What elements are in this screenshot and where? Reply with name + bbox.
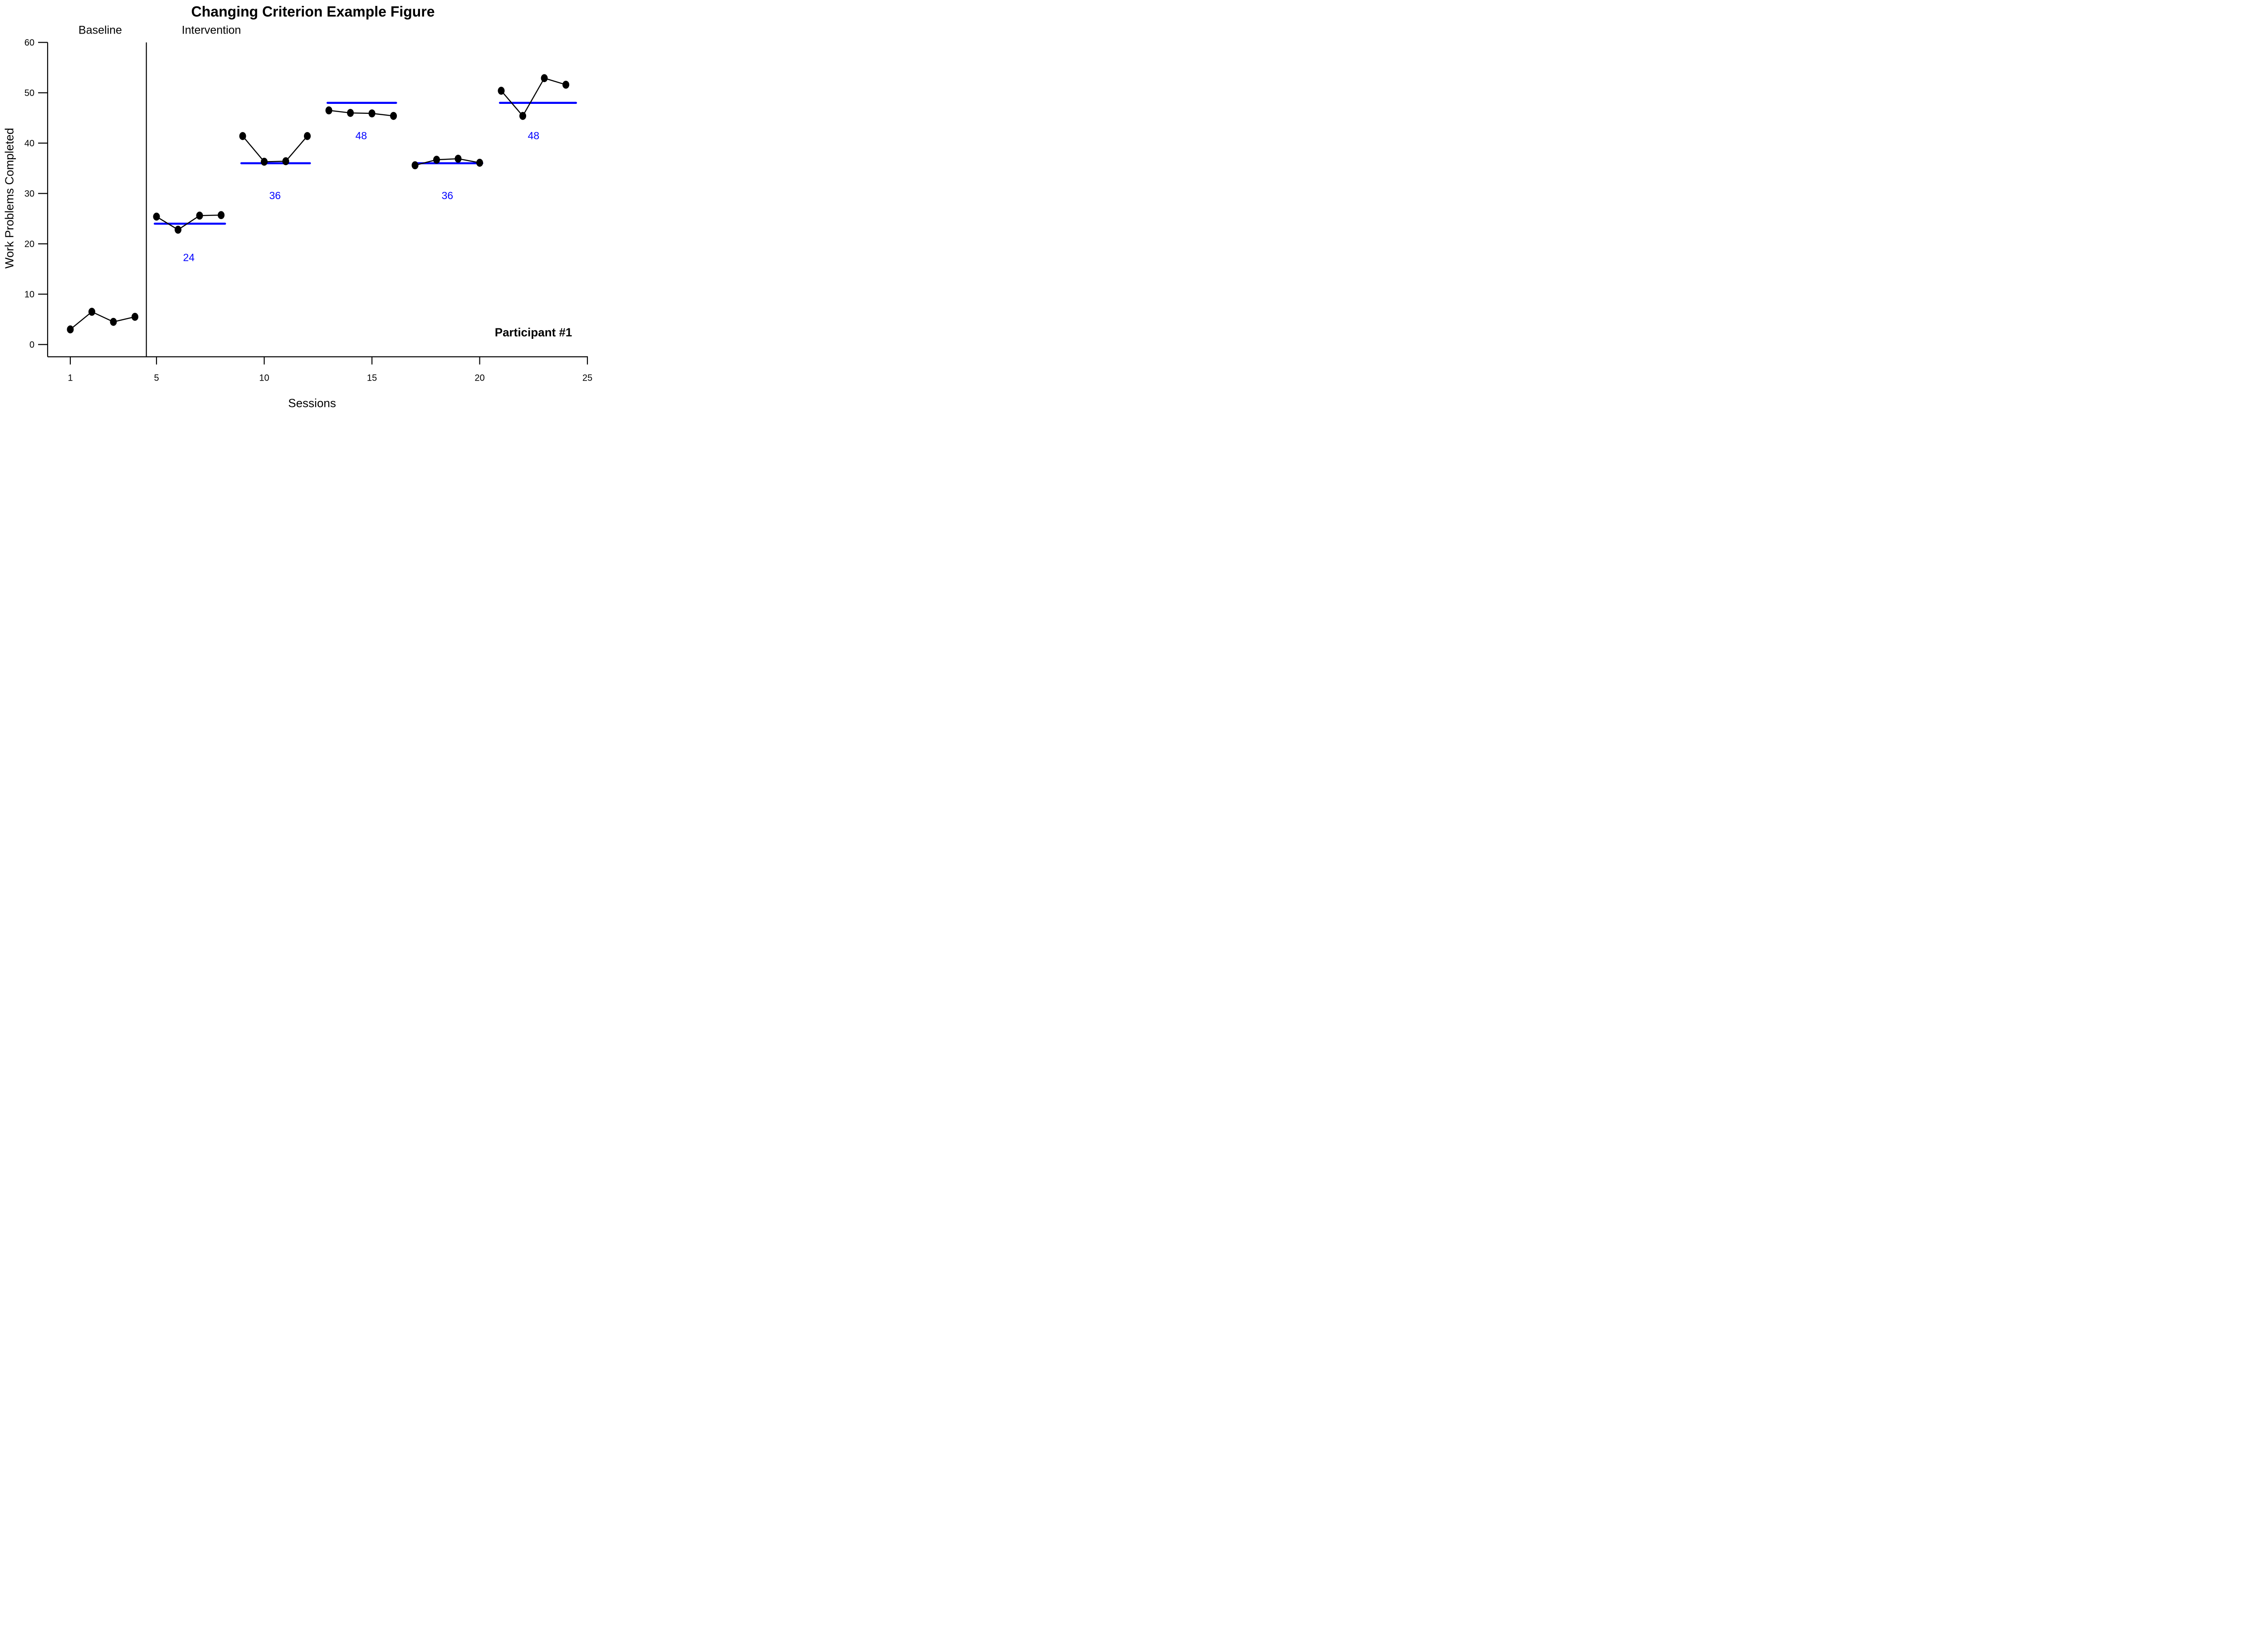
- data-point-session-22: [519, 112, 526, 120]
- chart-title: Changing Criterion Example Figure: [191, 3, 435, 20]
- data-series-phase5: [501, 77, 566, 117]
- y-tick-label-20: 20: [24, 240, 34, 249]
- data-series-phase0: [70, 311, 135, 330]
- x-axis-title: Sessions: [288, 396, 336, 409]
- phase-label-intervention: Intervention: [181, 24, 241, 37]
- x-tick-label-1: 1: [68, 373, 73, 383]
- data-point-session-3: [110, 318, 117, 326]
- data-point-session-21: [498, 87, 505, 95]
- y-tick-label-10: 10: [24, 290, 34, 300]
- data-point-session-10: [261, 157, 268, 166]
- y-tick-label-50: 50: [24, 88, 34, 98]
- y-tick-label-40: 40: [24, 139, 34, 149]
- data-point-session-19: [455, 155, 462, 163]
- data-point-session-23: [541, 74, 548, 83]
- data-point-session-2: [88, 308, 95, 316]
- data-point-session-18: [433, 156, 440, 164]
- criterion-label-phase2-36: 36: [269, 190, 281, 201]
- data-point-session-16: [390, 112, 397, 120]
- y-tick-label-0: 0: [29, 340, 34, 350]
- data-point-session-7: [196, 211, 203, 220]
- data-point-session-17: [411, 161, 419, 170]
- data-series-phase1: [156, 215, 221, 230]
- y-tick-label-60: 60: [24, 38, 34, 48]
- criterion-label-phase4-36: 36: [441, 190, 453, 201]
- data-point-session-1: [67, 325, 74, 333]
- data-series-phase2: [242, 136, 308, 162]
- data-point-session-15: [368, 109, 376, 117]
- data-point-session-20: [476, 158, 483, 167]
- changing-criterion-figure: Changing Criterion Example Figure Baseli…: [0, 0, 612, 408]
- data-point-session-11: [282, 157, 289, 166]
- data-point-session-8: [218, 211, 225, 220]
- criterion-label-phase5-48: 48: [528, 130, 539, 142]
- data-point-session-13: [325, 106, 332, 115]
- data-point-session-14: [347, 109, 354, 117]
- x-tick-label-20: 20: [474, 373, 484, 383]
- data-point-session-4: [132, 313, 138, 321]
- data-point-session-6: [175, 225, 181, 234]
- x-tick-label-10: 10: [259, 373, 269, 383]
- data-series-phase4: [415, 158, 480, 166]
- data-series-phase3: [328, 110, 394, 117]
- x-tick-label-25: 25: [582, 373, 592, 383]
- data-point-session-24: [562, 80, 569, 89]
- data-point-session-12: [304, 132, 311, 140]
- participant-annotation: Participant #1: [494, 325, 572, 339]
- criterion-label-phase3-48: 48: [355, 130, 367, 142]
- phase-label-baseline: Baseline: [78, 24, 122, 37]
- data-point-session-9: [239, 132, 246, 140]
- y-tick-label-30: 30: [24, 189, 34, 199]
- x-tick-label-15: 15: [367, 373, 377, 383]
- criterion-label-phase1-24: 24: [183, 251, 195, 263]
- data-point-session-5: [153, 212, 160, 221]
- x-tick-label-5: 5: [154, 373, 159, 383]
